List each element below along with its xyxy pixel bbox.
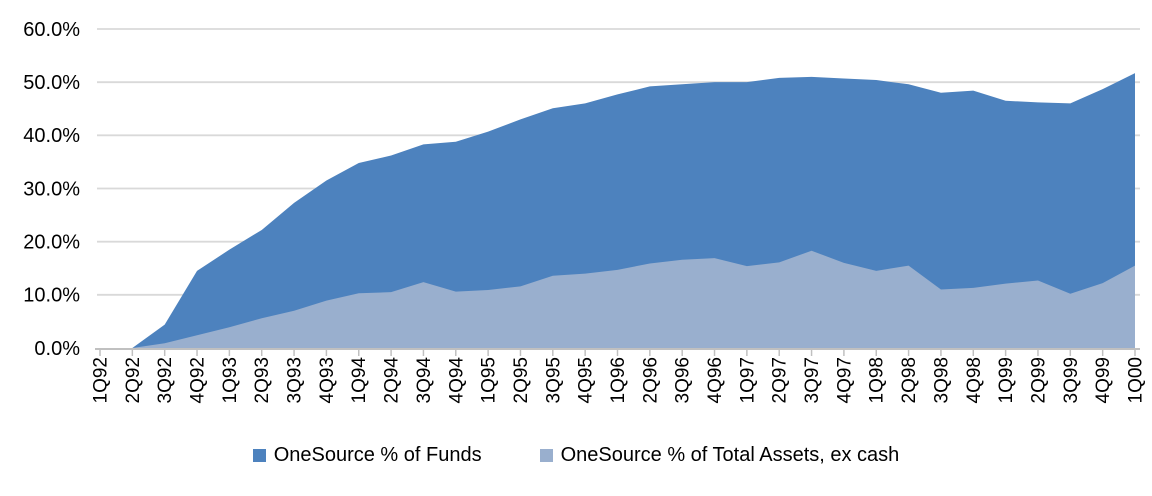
x-axis-tick-label: 4Q99 [1093, 357, 1114, 403]
x-axis-tick-label: 2Q95 [511, 357, 532, 403]
x-axis-tick-label: 3Q93 [285, 357, 306, 403]
x-axis-tick-label: 2Q97 [770, 357, 791, 403]
area-chart: 0.0% 10.0% 20.0% 30.0% 40.0% 50.0% 60.0% 1Q92 2Q… [23, 19, 1146, 404]
y-axis-tick-label: 10.0% [23, 285, 80, 307]
x-axis-tick-label: 2Q92 [123, 357, 144, 403]
x-axis-tick-label: 2Q93 [252, 357, 273, 403]
x-axis-tick-label: 3Q98 [931, 357, 952, 403]
x-axis-tick-label: 1Q94 [349, 357, 370, 404]
legend-swatch-funds-icon [252, 449, 266, 462]
x-axis-tick-label: 1Q98 [867, 357, 888, 403]
x-axis-tick-label: 2Q98 [899, 357, 920, 403]
x-axis-tick-label: 4Q95 [576, 357, 597, 403]
y-axis-tick-label: 20.0% [23, 231, 80, 253]
x-axis-tick-label: 3Q97 [802, 357, 823, 403]
legend-swatch-assets-icon [539, 449, 553, 462]
x-axis-tick-label: 4Q94 [446, 357, 467, 404]
area-series-1 [100, 250, 1135, 348]
legend-item-funds: OneSource % of Funds [252, 444, 482, 467]
x-axis-tick-label: 3Q94 [414, 357, 435, 404]
x-axis-tick-label: 1Q93 [220, 357, 241, 403]
legend-label-assets: OneSource % of Total Assets, ex cash [560, 444, 900, 466]
x-axis-tick-label: 2Q96 [640, 357, 661, 403]
x-axis-tick-label: 3Q95 [543, 357, 564, 403]
x-axis-tick-label: 2Q94 [382, 357, 403, 404]
x-axis-tick-label: 1Q92 [90, 357, 111, 403]
x-axis-tick-label: 1Q95 [479, 357, 500, 403]
x-axis-tick-label: 3Q99 [1061, 357, 1082, 403]
legend: OneSource % of Funds OneSource % of Tota… [0, 444, 1152, 467]
x-axis-tick-label: 2Q99 [1028, 357, 1049, 403]
legend-label-funds: OneSource % of Funds [273, 444, 482, 466]
x-axis-tick-label: 4Q93 [317, 357, 338, 403]
y-axis-tick-label: 60.0% [23, 19, 80, 41]
x-axis-tick-label: 3Q96 [673, 357, 694, 403]
x-axis-tick-label: 1Q00 [1125, 357, 1146, 403]
x-axis-tick-label: 4Q96 [705, 357, 726, 403]
x-axis-tick-label: 3Q92 [155, 357, 176, 403]
y-axis-tick-label: 0.0% [34, 338, 80, 360]
y-axis-tick-label: 50.0% [23, 72, 80, 94]
legend-item-assets: OneSource % of Total Assets, ex cash [539, 444, 900, 467]
x-axis-tick-label: 1Q96 [608, 357, 629, 403]
x-axis-tick-label: 1Q99 [996, 357, 1017, 403]
x-axis-tick-label: 1Q97 [737, 357, 758, 403]
x-axis-tick-label: 4Q98 [964, 357, 985, 403]
y-axis-tick-label: 30.0% [23, 178, 80, 200]
y-axis-tick-label: 40.0% [23, 125, 80, 147]
x-axis-tick-label: 4Q97 [834, 357, 855, 403]
x-axis-tick-label: 4Q92 [187, 357, 208, 403]
